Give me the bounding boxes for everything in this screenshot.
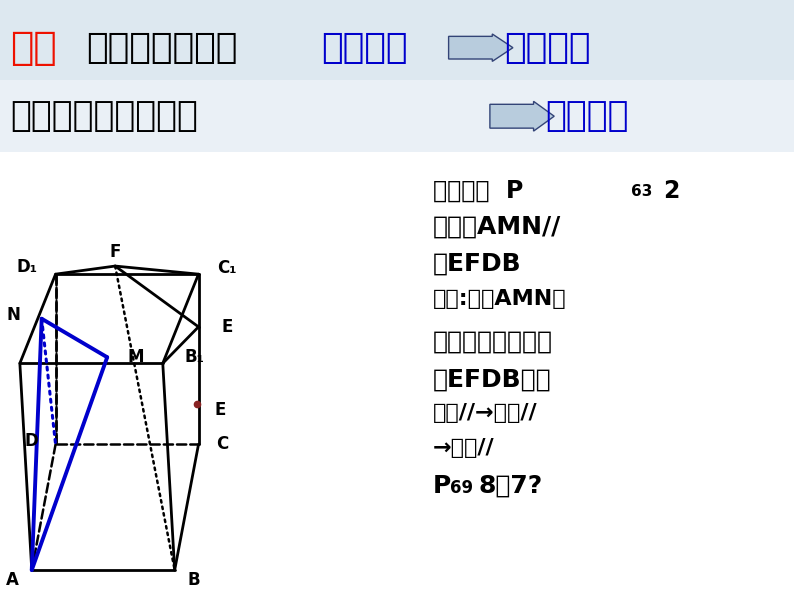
Text: P: P [433, 474, 451, 498]
Text: 8或7?: 8或7? [479, 474, 543, 498]
Text: 63: 63 [631, 184, 653, 198]
Text: 2: 2 [663, 179, 680, 203]
Text: 作业选讲  P: 作业选讲 P [433, 179, 523, 203]
Text: N: N [6, 306, 20, 324]
Text: F: F [110, 243, 121, 261]
Text: M: M [128, 348, 144, 367]
Text: 面EFDB平行: 面EFDB平行 [433, 367, 551, 391]
Text: D: D [25, 432, 39, 450]
Text: 复习: 复习 [10, 29, 57, 67]
Text: 线面平行: 线面平行 [504, 30, 591, 65]
Text: 面面平行: 面面平行 [545, 99, 629, 134]
Text: B₁: B₁ [184, 348, 205, 367]
Text: E: E [222, 318, 233, 336]
Text: E: E [214, 401, 225, 419]
Text: 线线平行: 线线平行 [322, 30, 408, 65]
Text: 关键:在面AMN内: 关键:在面AMN内 [433, 289, 566, 309]
Text: B: B [187, 570, 200, 589]
Text: 69: 69 [450, 479, 473, 496]
Text: C: C [216, 435, 229, 454]
Text: A: A [6, 570, 19, 589]
FancyArrow shape [449, 34, 513, 61]
Text: 线面平行的判定: 线面平行的判定 [86, 30, 237, 65]
FancyArrow shape [490, 101, 554, 131]
Text: 要证面AMN//: 要证面AMN// [433, 215, 561, 238]
Text: D₁: D₁ [17, 258, 37, 276]
Text: 面面平行的判定呢？: 面面平行的判定呢？ [10, 99, 198, 134]
Text: 找两条相交直线与: 找两条相交直线与 [433, 330, 553, 353]
Bar [0, 0, 794, 80]
Text: →面面//: →面面// [433, 438, 495, 458]
Bar [0, 80, 794, 152]
Text: 面EFDB: 面EFDB [433, 252, 522, 276]
Text: C₁: C₁ [218, 259, 237, 277]
Text: 线线//→线面//: 线线//→线面// [433, 403, 538, 424]
